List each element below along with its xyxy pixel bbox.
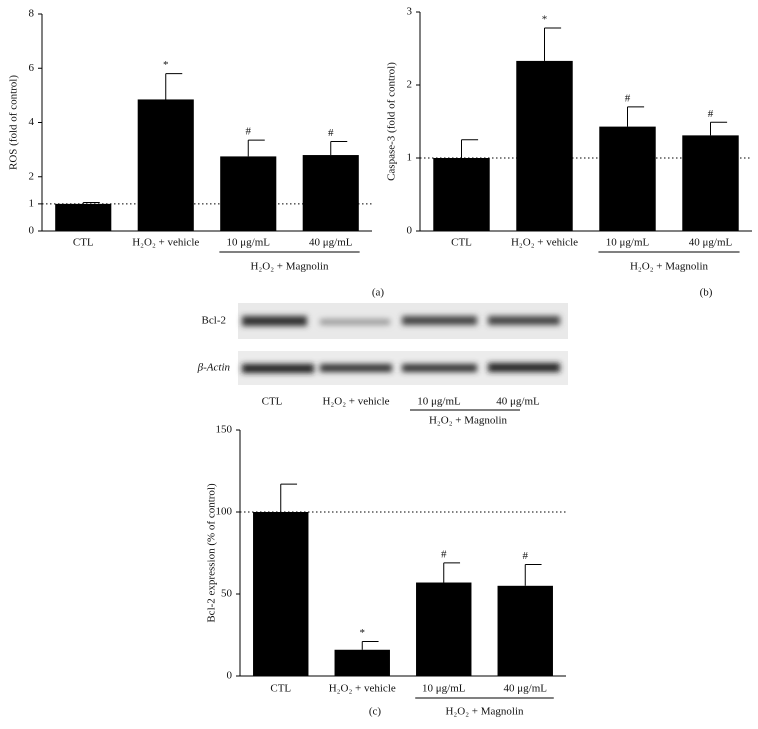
x-tick-label: CTL (451, 237, 472, 249)
bar (302, 155, 359, 231)
panel-label: (c) (369, 706, 382, 718)
y-tick-label: 6 (29, 62, 35, 74)
y-tick-label: 2 (407, 79, 413, 91)
y-tick-label: 0 (227, 670, 233, 682)
bar (334, 649, 390, 676)
y-axis-label: Caspase-3 (fold of control) (386, 62, 398, 181)
y-tick-label: 150 (216, 424, 233, 436)
y-tick-label: 0 (407, 225, 413, 237)
bar (516, 60, 573, 231)
significance-marker: # (246, 126, 252, 138)
y-tick-label: 8 (29, 8, 35, 20)
significance-marker: # (708, 108, 714, 120)
y-axis-label: Bcl-2 expression (% of control) (206, 483, 218, 623)
significance-marker: # (625, 92, 631, 104)
x-tick-label: CTL (270, 683, 291, 695)
blot-group-label: H₂O₂ + Magnolin (429, 415, 508, 427)
band (402, 364, 477, 372)
band (402, 316, 477, 325)
blot-row-label: β-Actin (197, 362, 231, 374)
bar (55, 203, 112, 231)
bar (433, 158, 490, 231)
blot-row-label: Bcl-2 (202, 315, 226, 327)
y-tick-label: 4 (29, 116, 35, 128)
x-tick-label: 40 μg/mL (689, 237, 733, 249)
band (488, 316, 560, 325)
bar (137, 99, 194, 231)
blot-lane-label: H₂O₂ + vehicle (322, 396, 389, 408)
x-tick-label: 10 μg/mL (227, 237, 271, 249)
error-bar (461, 139, 479, 158)
band (320, 364, 392, 372)
bar (599, 126, 656, 231)
group-label: H₂O₂ + Magnolin (250, 261, 329, 273)
panel-label: (a) (372, 287, 385, 299)
significance-marker: * (163, 59, 169, 71)
y-tick-label: 1 (407, 152, 413, 164)
error-bar (361, 641, 379, 650)
y-tick-label: 100 (216, 506, 233, 518)
x-tick-label: H₂O₂ + vehicle (511, 237, 578, 249)
bar (253, 512, 309, 676)
group-label: H₂O₂ + Magnolin (630, 261, 709, 273)
error-bar (443, 562, 461, 583)
band (488, 363, 560, 372)
x-tick-label: 40 μg/mL (504, 683, 548, 695)
error-bar (247, 139, 265, 157)
blot-lane-label: CTL (262, 396, 283, 408)
x-tick-label: CTL (73, 237, 94, 249)
blot-lane-label: 40 μg/mL (496, 396, 540, 408)
bar (497, 585, 553, 676)
blot-lane-label: 10 μg/mL (417, 396, 461, 408)
error-bar (710, 121, 728, 136)
significance-marker: # (441, 548, 447, 560)
significance-marker: * (542, 14, 548, 26)
y-tick-label: 1 (29, 197, 35, 209)
y-tick-label: 2 (29, 170, 35, 182)
significance-marker: * (360, 627, 366, 639)
band (242, 364, 314, 373)
x-tick-label: 10 μg/mL (422, 683, 466, 695)
x-tick-label: 40 μg/mL (309, 237, 353, 249)
x-tick-label: H₂O₂ + vehicle (329, 683, 396, 695)
y-tick-label: 0 (29, 225, 35, 237)
band (320, 319, 390, 325)
error-bar (627, 106, 645, 127)
error-bar (524, 563, 542, 586)
y-tick-label: 3 (407, 6, 413, 18)
error-bar (280, 483, 298, 512)
error-bar (330, 140, 348, 156)
western-blot: Bcl-2 β-Actin CTL H₂O₂ + vehicle 10 μg/m… (197, 303, 568, 427)
panel-label: (b) (700, 287, 713, 299)
significance-marker: # (328, 127, 334, 139)
significance-marker: # (523, 550, 529, 562)
x-tick-label: 10 μg/mL (606, 237, 650, 249)
group-label: H₂O₂ + Magnolin (445, 706, 524, 718)
blot-bands (242, 316, 560, 373)
bar (416, 582, 472, 676)
error-bar (165, 73, 183, 100)
error-bar (82, 202, 100, 204)
bar (682, 135, 739, 231)
x-tick-label: H₂O₂ + vehicle (132, 237, 199, 249)
y-axis-label: ROS (fold of control) (8, 75, 20, 170)
y-tick-label: 50 (221, 588, 233, 600)
band (242, 316, 307, 326)
bar (220, 156, 277, 231)
error-bar (544, 27, 562, 61)
